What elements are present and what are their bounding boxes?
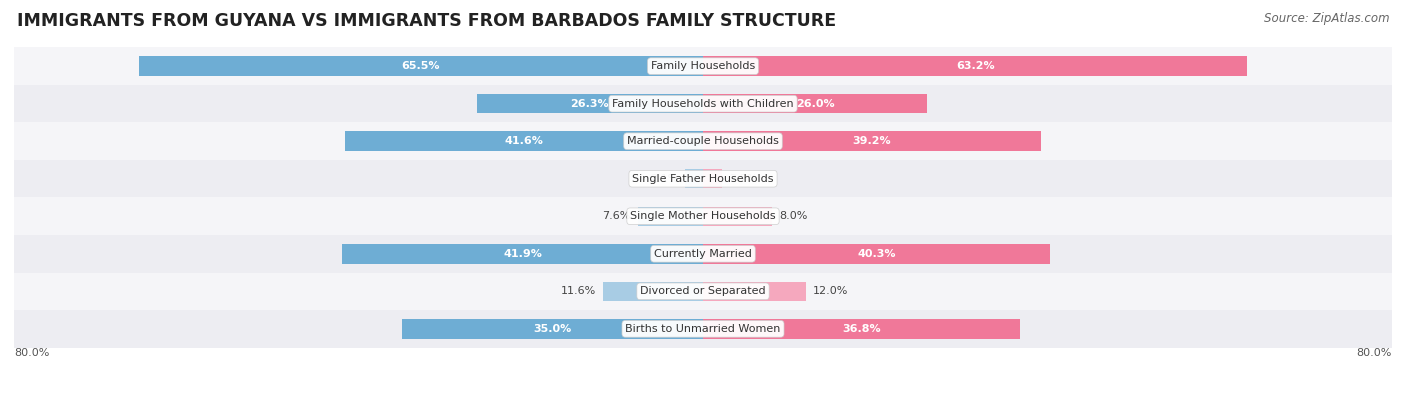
Bar (477, 94, 703, 113)
Bar (637, 207, 703, 226)
Bar (685, 169, 703, 188)
Bar (703, 94, 927, 113)
Bar (14, 122, 1392, 160)
Bar (402, 319, 703, 339)
Bar (703, 319, 1019, 339)
Text: 80.0%: 80.0% (1357, 348, 1392, 358)
Text: 36.8%: 36.8% (842, 324, 880, 334)
Text: Divorced or Separated: Divorced or Separated (640, 286, 766, 296)
Text: 40.3%: 40.3% (858, 249, 896, 259)
Text: 11.6%: 11.6% (561, 286, 596, 296)
Text: 41.9%: 41.9% (503, 249, 543, 259)
Text: 2.2%: 2.2% (728, 174, 758, 184)
Text: 26.0%: 26.0% (796, 99, 834, 109)
Text: 12.0%: 12.0% (813, 286, 849, 296)
Bar (703, 244, 1050, 263)
Bar (14, 273, 1392, 310)
Bar (344, 132, 703, 151)
Bar (703, 132, 1040, 151)
Bar (342, 244, 703, 263)
Bar (703, 169, 721, 188)
Text: 8.0%: 8.0% (779, 211, 807, 221)
Text: Currently Married: Currently Married (654, 249, 752, 259)
Bar (703, 207, 772, 226)
Text: 63.2%: 63.2% (956, 61, 994, 71)
Bar (14, 310, 1392, 348)
Text: Family Households: Family Households (651, 61, 755, 71)
Text: 35.0%: 35.0% (533, 324, 571, 334)
Text: 26.3%: 26.3% (571, 99, 609, 109)
Bar (14, 47, 1392, 85)
Text: Married-couple Households: Married-couple Households (627, 136, 779, 146)
Text: Source: ZipAtlas.com: Source: ZipAtlas.com (1264, 12, 1389, 25)
Text: Births to Unmarried Women: Births to Unmarried Women (626, 324, 780, 334)
Bar (703, 282, 807, 301)
Bar (14, 235, 1392, 273)
Text: 65.5%: 65.5% (402, 61, 440, 71)
Text: 41.6%: 41.6% (505, 136, 543, 146)
Text: 80.0%: 80.0% (14, 348, 49, 358)
Text: Family Households with Children: Family Households with Children (612, 99, 794, 109)
Text: 39.2%: 39.2% (852, 136, 891, 146)
Bar (14, 160, 1392, 198)
Text: IMMIGRANTS FROM GUYANA VS IMMIGRANTS FROM BARBADOS FAMILY STRUCTURE: IMMIGRANTS FROM GUYANA VS IMMIGRANTS FRO… (17, 12, 837, 30)
Bar (603, 282, 703, 301)
Bar (703, 56, 1247, 76)
Text: Single Father Households: Single Father Households (633, 174, 773, 184)
Bar (14, 198, 1392, 235)
Text: Single Mother Households: Single Mother Households (630, 211, 776, 221)
Bar (139, 56, 703, 76)
Text: 7.6%: 7.6% (602, 211, 631, 221)
Bar (14, 85, 1392, 122)
Text: 2.1%: 2.1% (650, 174, 678, 184)
